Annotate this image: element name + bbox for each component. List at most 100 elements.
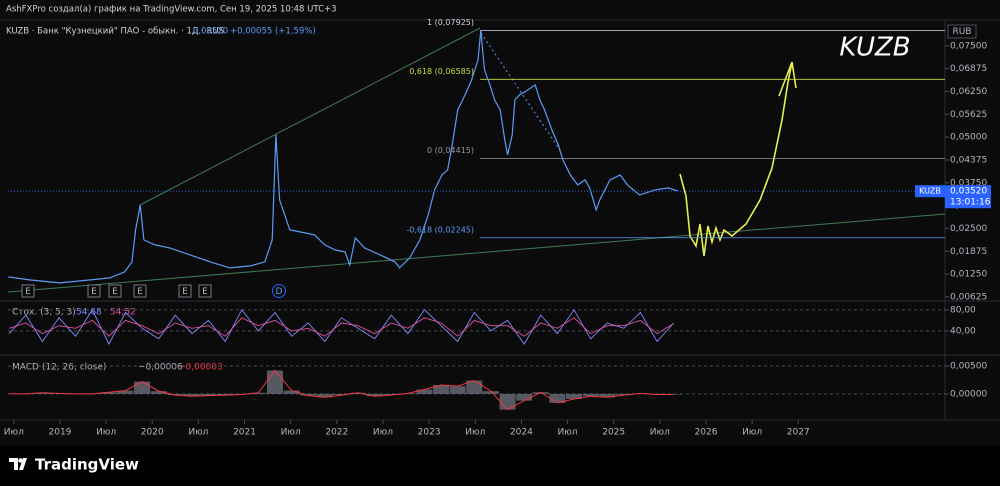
histogram-bar	[117, 390, 134, 394]
x-tick-label: 2021	[233, 428, 256, 438]
y-tick-label: 0,03750	[950, 178, 987, 188]
event-box	[198, 284, 212, 298]
price-tag-box	[945, 185, 991, 209]
stoch-legend-value: 54,68	[76, 308, 102, 318]
x-tick-label: 2022	[325, 428, 348, 438]
y-tick-label: 80,00	[950, 305, 976, 315]
stoch-line	[9, 317, 674, 337]
event-box	[178, 284, 192, 298]
histogram-bar	[366, 393, 383, 397]
x-tick-label: 2025	[602, 428, 625, 438]
histogram-bar	[183, 393, 200, 397]
histogram-bar	[167, 393, 184, 396]
histogram-bar	[449, 386, 466, 394]
histogram-bar	[582, 393, 599, 397]
dividend-circle	[272, 284, 286, 298]
last-price: 0,03520	[193, 27, 228, 37]
y-tick-label: 0,06250	[950, 87, 987, 97]
events: E E E E E E D	[21, 284, 286, 298]
histogram-bar	[516, 393, 533, 401]
watermark: KUZB	[839, 33, 910, 63]
price-tag-symbol-box	[915, 185, 945, 198]
trend-line	[139, 27, 481, 206]
macd-legend-value: −0,00003	[178, 363, 223, 373]
histogram-bar	[482, 391, 499, 394]
y-tick-label: 0,00500	[950, 361, 987, 371]
histogram-bar	[333, 393, 350, 396]
price-tag-value: 0,03520	[950, 187, 987, 197]
event-label: E	[182, 287, 188, 297]
y-tick-label: 0,00625	[950, 292, 987, 302]
stoch-line	[8, 308, 675, 346]
event-box	[87, 284, 101, 298]
histogram-bar	[316, 393, 333, 398]
histogram-bar	[250, 392, 267, 394]
histogram-bar	[100, 392, 117, 394]
macd-line	[9, 369, 674, 411]
histogram-bar	[615, 393, 632, 396]
histogram-bar	[466, 380, 483, 394]
stoch-title: Стох. (3, 5, 3)	[12, 308, 76, 318]
y-tick-label: 0,01875	[950, 247, 987, 257]
histogram-bar	[200, 393, 217, 396]
event-label: E	[25, 287, 31, 297]
x-tick-label: Июл	[465, 428, 485, 438]
y-tick-label: 0,07500	[950, 41, 987, 51]
stoch-legend-value: 54,52	[110, 308, 136, 318]
histogram-bar	[433, 384, 450, 394]
event-label: E	[137, 287, 143, 297]
x-tick-label: Июл	[4, 428, 24, 438]
fib-connector	[480, 32, 561, 151]
price-tag-countdown: 13:01:16	[950, 198, 991, 208]
x-tick-label: Июл	[188, 428, 208, 438]
macd-legend-value: −0,00006	[138, 363, 183, 373]
histogram-bar	[599, 393, 616, 398]
histogram-bar	[549, 393, 566, 403]
currency-box	[947, 24, 977, 39]
event-label: E	[112, 287, 118, 297]
x-tick-label: 2026	[695, 428, 718, 438]
histogram-bar	[566, 393, 583, 399]
histogram-bar	[416, 389, 433, 394]
x-tick-label: Июл	[650, 428, 670, 438]
y-tick-label: 0,01250	[950, 270, 987, 280]
x-tick-label: 2023	[418, 428, 441, 438]
trend-line	[7, 213, 946, 293]
event-label: E	[91, 287, 97, 297]
x-tick-label: Июл	[373, 428, 393, 438]
histogram-bar	[383, 393, 400, 396]
fib-label: 1 (0,07925)	[427, 18, 474, 27]
histogram-bar	[532, 392, 549, 394]
x-tick-label: Июл	[742, 428, 762, 438]
fib-label: 0 (0,04415)	[427, 146, 474, 155]
histogram-bar	[134, 381, 151, 394]
fib-label: -0,618 (0,02245)	[406, 225, 474, 234]
y-tick-label: 0,02500	[950, 224, 987, 234]
brand: TradingView	[35, 456, 139, 474]
price-change: +0,00055 (+1,59%)	[230, 27, 316, 37]
histogram-bar	[34, 392, 51, 394]
y-tick-label: 0,04375	[950, 155, 987, 165]
chart-area	[0, 0, 1000, 445]
histogram-bar	[283, 390, 300, 394]
histogram-bar	[300, 393, 317, 396]
y-tick-label: 40,00	[950, 326, 976, 336]
logo-dot	[18, 458, 23, 463]
fib-label: 0,618 (0,06585)	[409, 67, 474, 76]
y-tick-label: 0,00000	[950, 389, 987, 399]
macd-title: MACD (12, 26, close)	[12, 363, 106, 373]
x-tick-label: 2020	[141, 428, 164, 438]
currency: RUB	[952, 27, 971, 37]
event-box	[108, 284, 122, 298]
y-tick-label: 0,05000	[950, 133, 987, 143]
x-tick-label: 2027	[787, 428, 810, 438]
footer-logo: TradingView	[9, 456, 139, 474]
x-tick-label: Июл	[96, 428, 116, 438]
y-tick-label: 0,06875	[950, 64, 987, 74]
symbol-title: KUZB · Банк "Кузнецкий" ПАО - обыкн. · 1…	[6, 27, 224, 37]
event-label: E	[202, 287, 208, 297]
x-tick-label: 2019	[49, 428, 72, 438]
price-tag-symbol: KUZB	[919, 187, 941, 196]
histogram-bar	[150, 391, 167, 394]
x-tick-label: Июл	[281, 428, 301, 438]
